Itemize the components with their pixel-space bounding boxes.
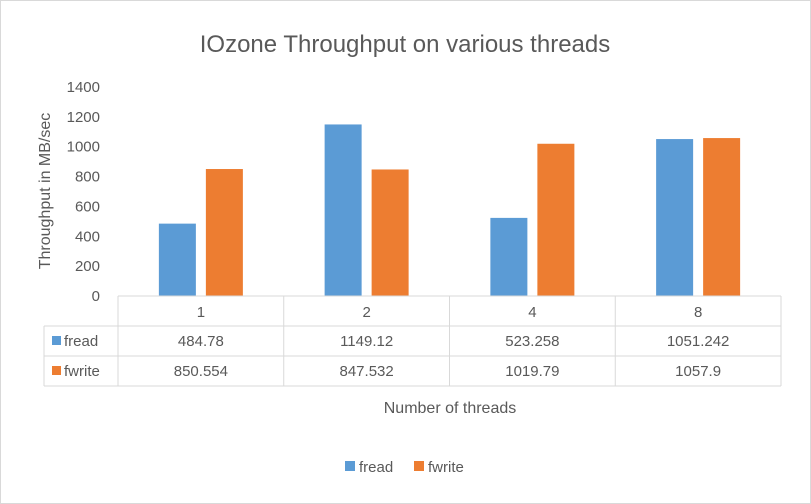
table-value: 847.532 xyxy=(340,363,394,380)
legend-key-fwrite xyxy=(414,461,424,471)
data-table: 1 2 4 8 fread 484.78 1149.12 523.258 1051.242 fwr… xyxy=(43,295,782,387)
table-legend-key-fread xyxy=(52,336,61,345)
table-legend-key-fwrite xyxy=(52,366,61,375)
legend: fread fwrite xyxy=(345,459,464,476)
legend-key-fread xyxy=(345,461,355,471)
y-tick-label: 0 xyxy=(92,288,100,305)
table-series-name: fread xyxy=(64,333,98,350)
y-tick-label: 1400 xyxy=(67,79,100,96)
table-value: 850.554 xyxy=(174,363,228,380)
bar-fread-2 xyxy=(324,124,362,297)
table-value: 1149.12 xyxy=(340,333,393,350)
bar-fread-8 xyxy=(656,139,694,296)
y-tick-label: 1200 xyxy=(67,109,100,126)
bars xyxy=(158,124,741,297)
y-tick-labels: 0 200 400 600 800 1000 1200 1400 xyxy=(67,79,100,305)
y-tick-label: 600 xyxy=(75,198,100,215)
table-value: 1051.242 xyxy=(667,333,730,350)
bar-fwrite-4 xyxy=(537,143,575,296)
bar-fwrite-2 xyxy=(371,169,409,296)
legend-label: fwrite xyxy=(428,459,464,476)
bar-fread-1 xyxy=(158,223,196,296)
table-value: 523.258 xyxy=(505,333,559,350)
y-tick-label: 800 xyxy=(75,169,100,186)
table-value: 484.78 xyxy=(178,333,224,350)
y-tick-label: 1000 xyxy=(67,139,100,156)
table-value: 1019.79 xyxy=(505,363,559,380)
x-axis-title: Number of threads xyxy=(384,400,517,417)
legend-label: fread xyxy=(359,459,393,476)
x-category-label: 2 xyxy=(362,304,370,321)
bar-fwrite-1 xyxy=(205,169,243,296)
chart-title: IOzone Throughput on various threads xyxy=(200,31,610,58)
y-tick-label: 200 xyxy=(75,258,100,275)
table-value: 1057.9 xyxy=(675,363,721,380)
bar-fread-4 xyxy=(490,217,528,296)
y-tick-label: 400 xyxy=(75,228,100,245)
table-series-name: fwrite xyxy=(64,363,100,380)
bar-fwrite-8 xyxy=(703,138,741,296)
y-axis-title: Throughput in MB/sec xyxy=(37,113,54,270)
x-category-label: 8 xyxy=(694,304,702,321)
x-category-label: 4 xyxy=(528,304,536,321)
x-category-label: 1 xyxy=(197,304,205,321)
